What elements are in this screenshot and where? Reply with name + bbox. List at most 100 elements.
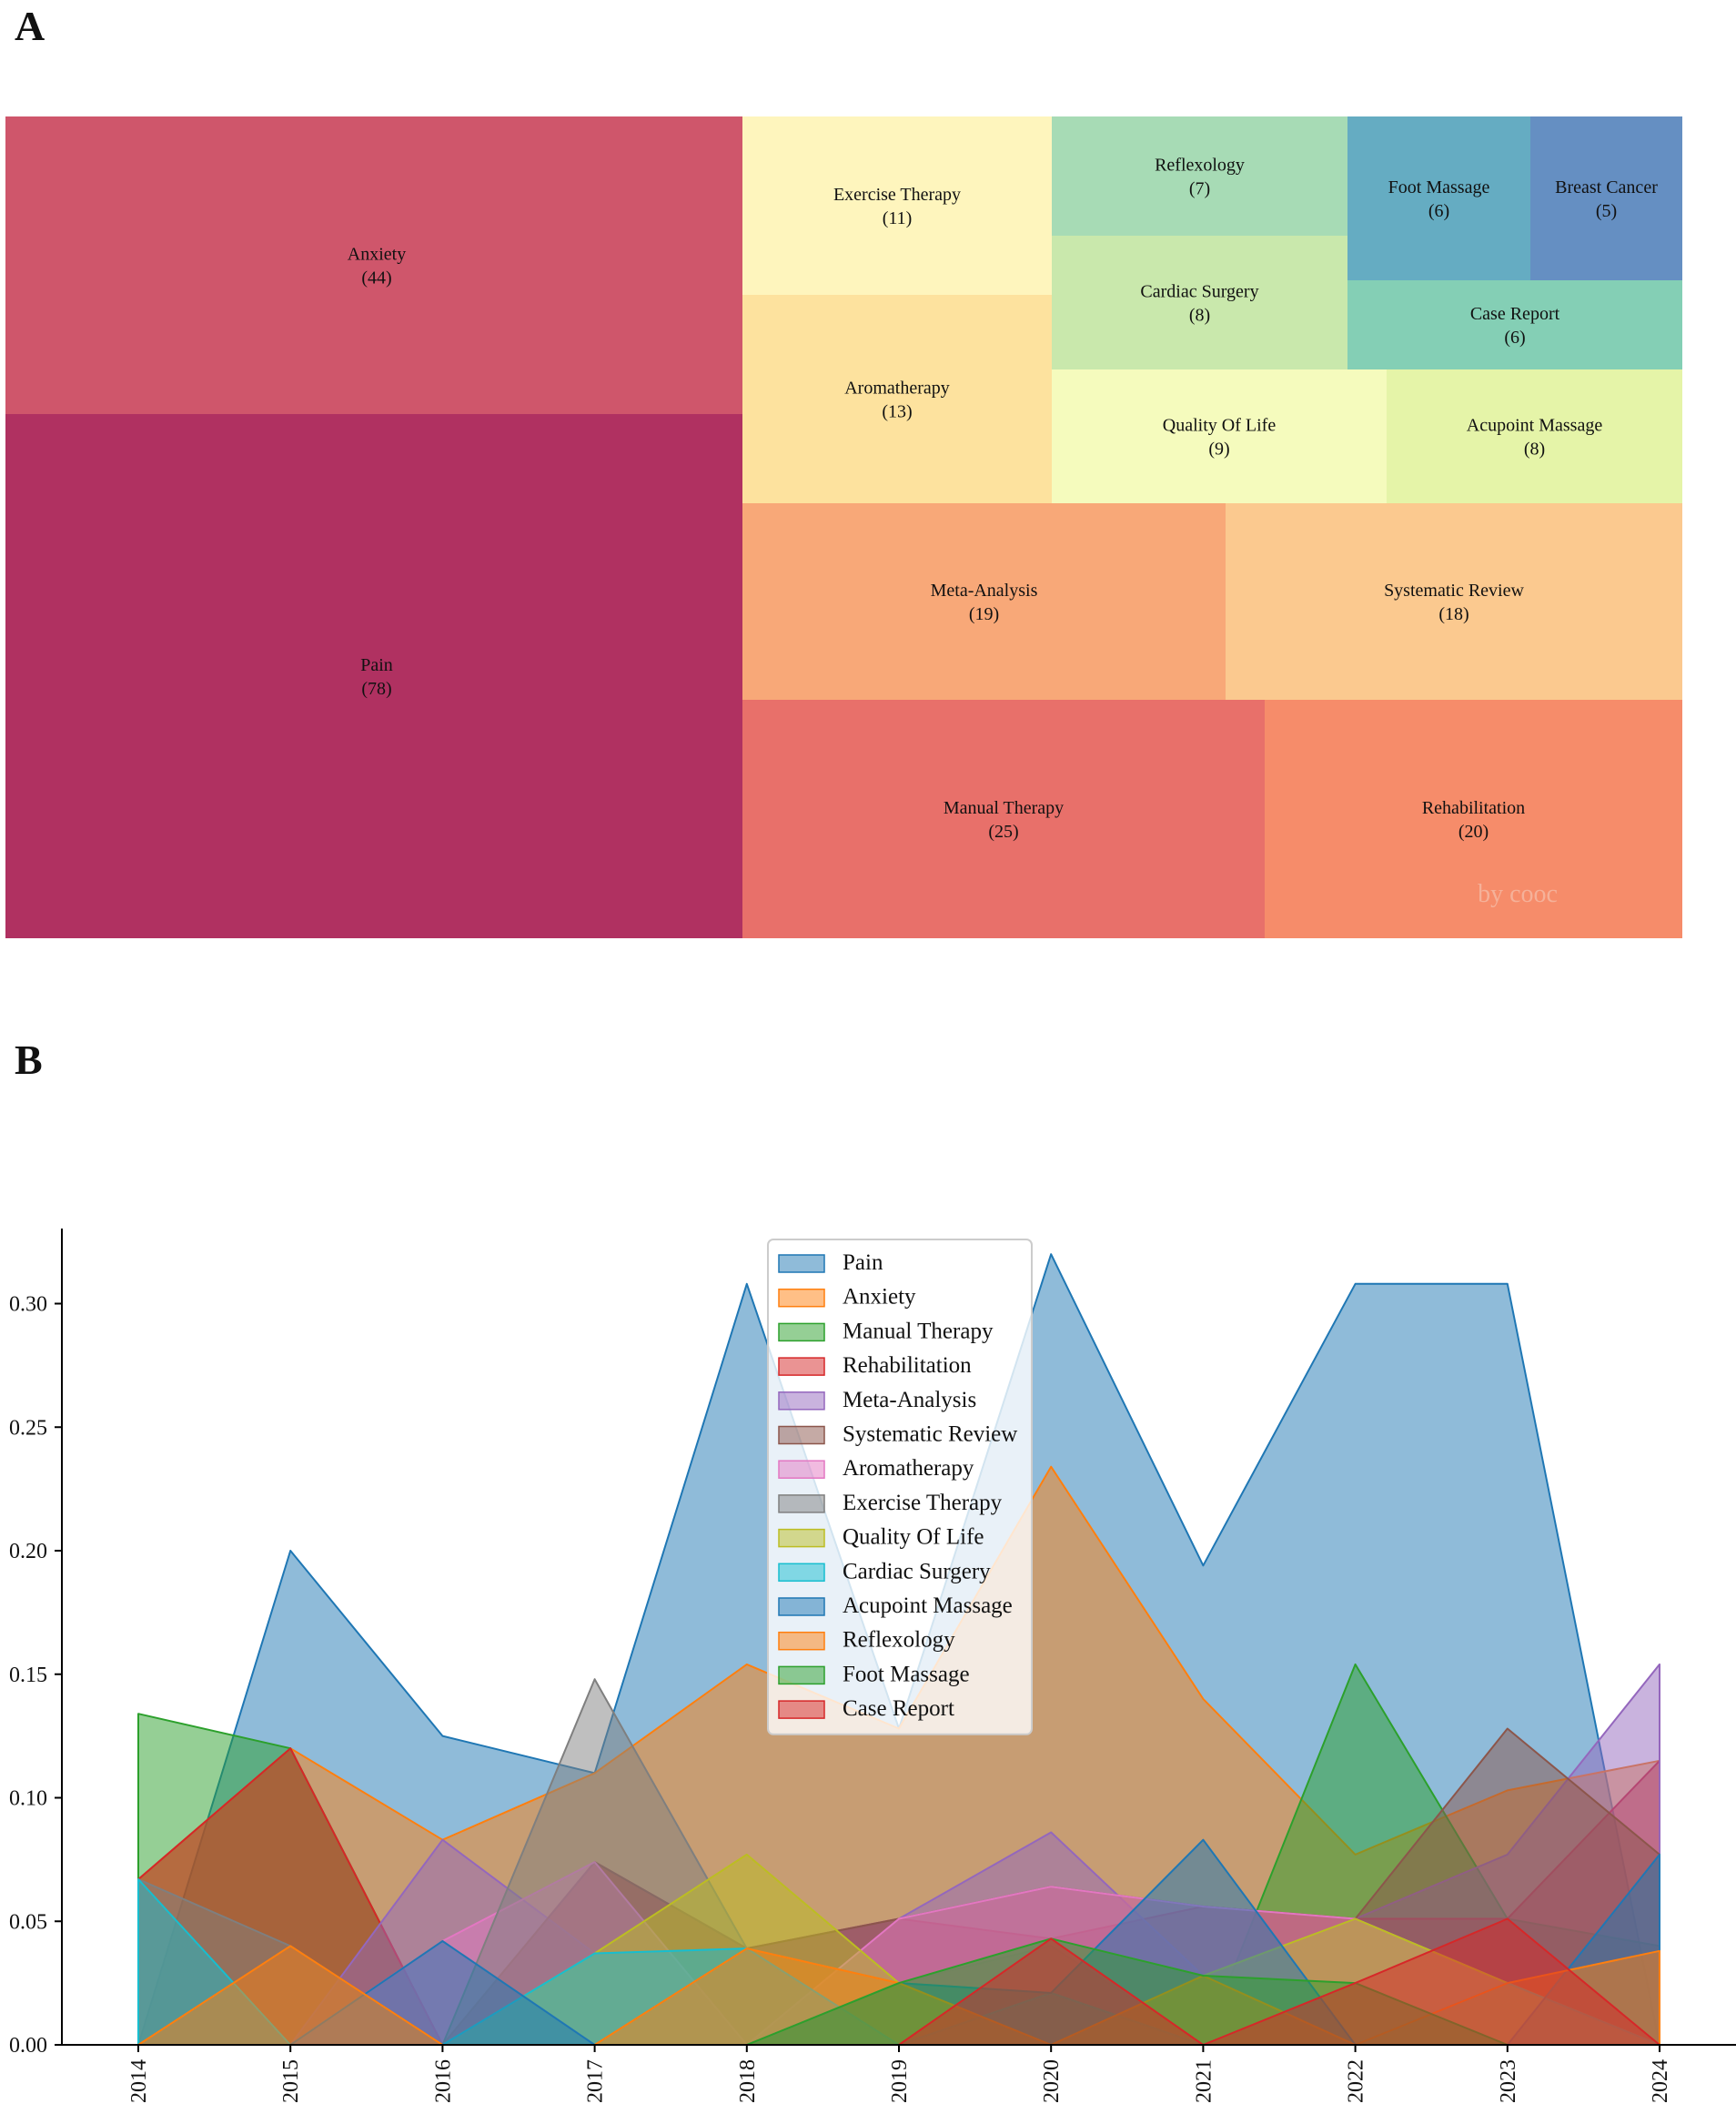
legend-swatch [778,1665,825,1685]
legend-label: Meta-Analysis [843,1388,976,1412]
treemap-cell-systematic-review: Systematic Review (18) [1226,503,1682,700]
x-tick-label: 2014 [127,2059,151,2103]
x-tick-label: 2023 [1497,2059,1520,2103]
treemap-count: (19) [969,604,999,624]
treemap-label: Rehabilitation [1422,798,1525,818]
legend-item-acupoint-massage: Acupoint Massage [778,1593,1013,1618]
treemap-count: (78) [361,679,391,699]
x-tick-label: 2020 [1040,2059,1064,2103]
treemap-count: (8) [1524,440,1545,460]
legend-swatch [778,1254,825,1273]
y-tick-label: 0.25 [9,1416,47,1440]
legend-label: Anxiety [843,1285,916,1310]
legend-label: Cardiac Surgery [843,1559,991,1583]
treemap-cell-pain: Pain (78) [5,414,748,938]
chart-legend: Pain Anxiety Manual Therapy Rehabilitation M… [767,1239,1033,1735]
legend-item-reflexology: Reflexology [778,1628,955,1653]
x-tick-label: 2018 [736,2059,760,2103]
treemap-cell-quality-of-life: Quality Of Life (9) [1052,369,1387,503]
legend-label: Rehabilitation [843,1353,972,1378]
treemap-watermark: by cooc [1478,880,1558,908]
legend-swatch [778,1391,825,1411]
y-tick-label: 0.20 [9,1540,47,1563]
x-tick-label: 2015 [279,2059,303,2103]
y-tick-label: 0.05 [9,1910,47,1934]
legend-swatch [778,1322,825,1342]
legend-swatch [778,1425,825,1445]
area-chart: 0.00 0.05 0.10 0.15 0.20 0.25 0.30 2014 2015 2016… [9,1229,1736,2103]
treemap-cell-foot-massage: Foot Massage (6) [1347,116,1530,280]
treemap-count: (6) [1428,201,1449,221]
treemap-count: (7) [1189,179,1210,199]
treemap-count: (44) [361,268,391,288]
panel-a-label: A [15,3,45,49]
treemap-count: (6) [1504,328,1525,348]
treemap-label: Systematic Review [1384,581,1524,601]
legend-swatch [778,1288,825,1308]
legend-swatch [778,1460,825,1479]
treemap-count: (13) [882,402,912,422]
legend-item-aromatherapy: Aromatherapy [778,1456,974,1481]
treemap-count: (11) [883,208,913,228]
treemap-label: Manual Therapy [944,798,1064,818]
treemap-count: (8) [1189,306,1210,326]
treemap-label: Meta-Analysis [931,581,1038,601]
legend-item-meta-analysis: Meta-Analysis [778,1388,976,1412]
treemap-label: Quality Of Life [1163,416,1277,436]
treemap-label: Aromatherapy [844,379,950,399]
legend-item-systematic-review: Systematic Review [778,1422,1017,1447]
treemap-cell-reflexology: Reflexology (7) [1052,116,1347,236]
treemap-count: (9) [1208,440,1229,460]
x-tick-label: 2016 [431,2059,455,2103]
treemap-count: (20) [1458,822,1489,842]
treemap-cell-manual-therapy: Manual Therapy (25) [742,700,1265,938]
treemap-cell-exercise-therapy: Exercise Therapy (11) [742,116,1052,295]
legend-item-rehabilitation: Rehabilitation [778,1353,972,1378]
legend-item-foot-massage: Foot Massage [778,1662,970,1686]
legend-item-case-report: Case Report [778,1696,954,1721]
x-tick-label: 2017 [584,2059,608,2103]
legend-label: Case Report [843,1696,954,1721]
legend-swatch [778,1357,825,1376]
legend-item-cardiac-surgery: Cardiac Surgery [778,1559,991,1583]
treemap-label: Exercise Therapy [833,185,961,205]
y-tick-label: 0.00 [9,2034,47,2058]
legend-label: Foot Massage [843,1662,970,1686]
x-tick-label: 2022 [1345,2059,1368,2103]
legend-swatch [778,1528,825,1548]
treemap-label: Cardiac Surgery [1140,282,1258,302]
treemap-label: Anxiety [348,245,406,265]
x-tick-label: 2021 [1192,2059,1216,2103]
y-tick-label: 0.30 [9,1293,47,1317]
y-tick-label: 0.10 [9,1787,47,1811]
legend-label: Exercise Therapy [843,1491,1003,1515]
legend-item-exercise-therapy: Exercise Therapy [778,1491,1003,1515]
treemap-label: Breast Cancer [1555,177,1658,197]
treemap-count: (5) [1596,201,1617,221]
legend-label: Aromatherapy [843,1456,974,1481]
legend-label: Quality Of Life [843,1525,984,1550]
treemap-cell-rehabilitation: Rehabilitation (20) [1265,700,1682,938]
legend-item-anxiety: Anxiety [778,1285,916,1310]
treemap-cell-meta-analysis: Meta-Analysis (19) [742,503,1226,700]
legend-label: Manual Therapy [843,1319,994,1343]
treemap-cell-breast-cancer: Breast Cancer (5) [1530,116,1682,280]
treemap-label: Reflexology [1155,156,1245,176]
panel-b-label: B [15,1037,43,1083]
treemap-count: (18) [1438,604,1469,624]
legend-label: Acupoint Massage [843,1593,1013,1618]
treemap-cell-aromatherapy: Aromatherapy (13) [742,295,1052,503]
treemap-label: Case Report [1470,304,1560,324]
treemap-cell-acupoint-massage: Acupoint Massage (8) [1387,369,1682,503]
legend-swatch [778,1563,825,1583]
legend-label: Systematic Review [843,1422,1017,1447]
treemap-cell-case-report: Case Report (6) [1347,280,1682,369]
legend-box [767,1239,1033,1735]
treemap-chart: Pain (78) Anxiety (44) Manual Therapy (25) Reh… [5,116,1682,938]
treemap-cell-cardiac-surgery: Cardiac Surgery (8) [1052,236,1347,369]
legend-swatch [778,1700,825,1719]
treemap-cell-anxiety: Anxiety (44) [5,116,748,414]
x-tick-label: 2019 [888,2059,912,2103]
treemap-label: Foot Massage [1388,177,1490,197]
treemap-count: (25) [988,822,1018,842]
